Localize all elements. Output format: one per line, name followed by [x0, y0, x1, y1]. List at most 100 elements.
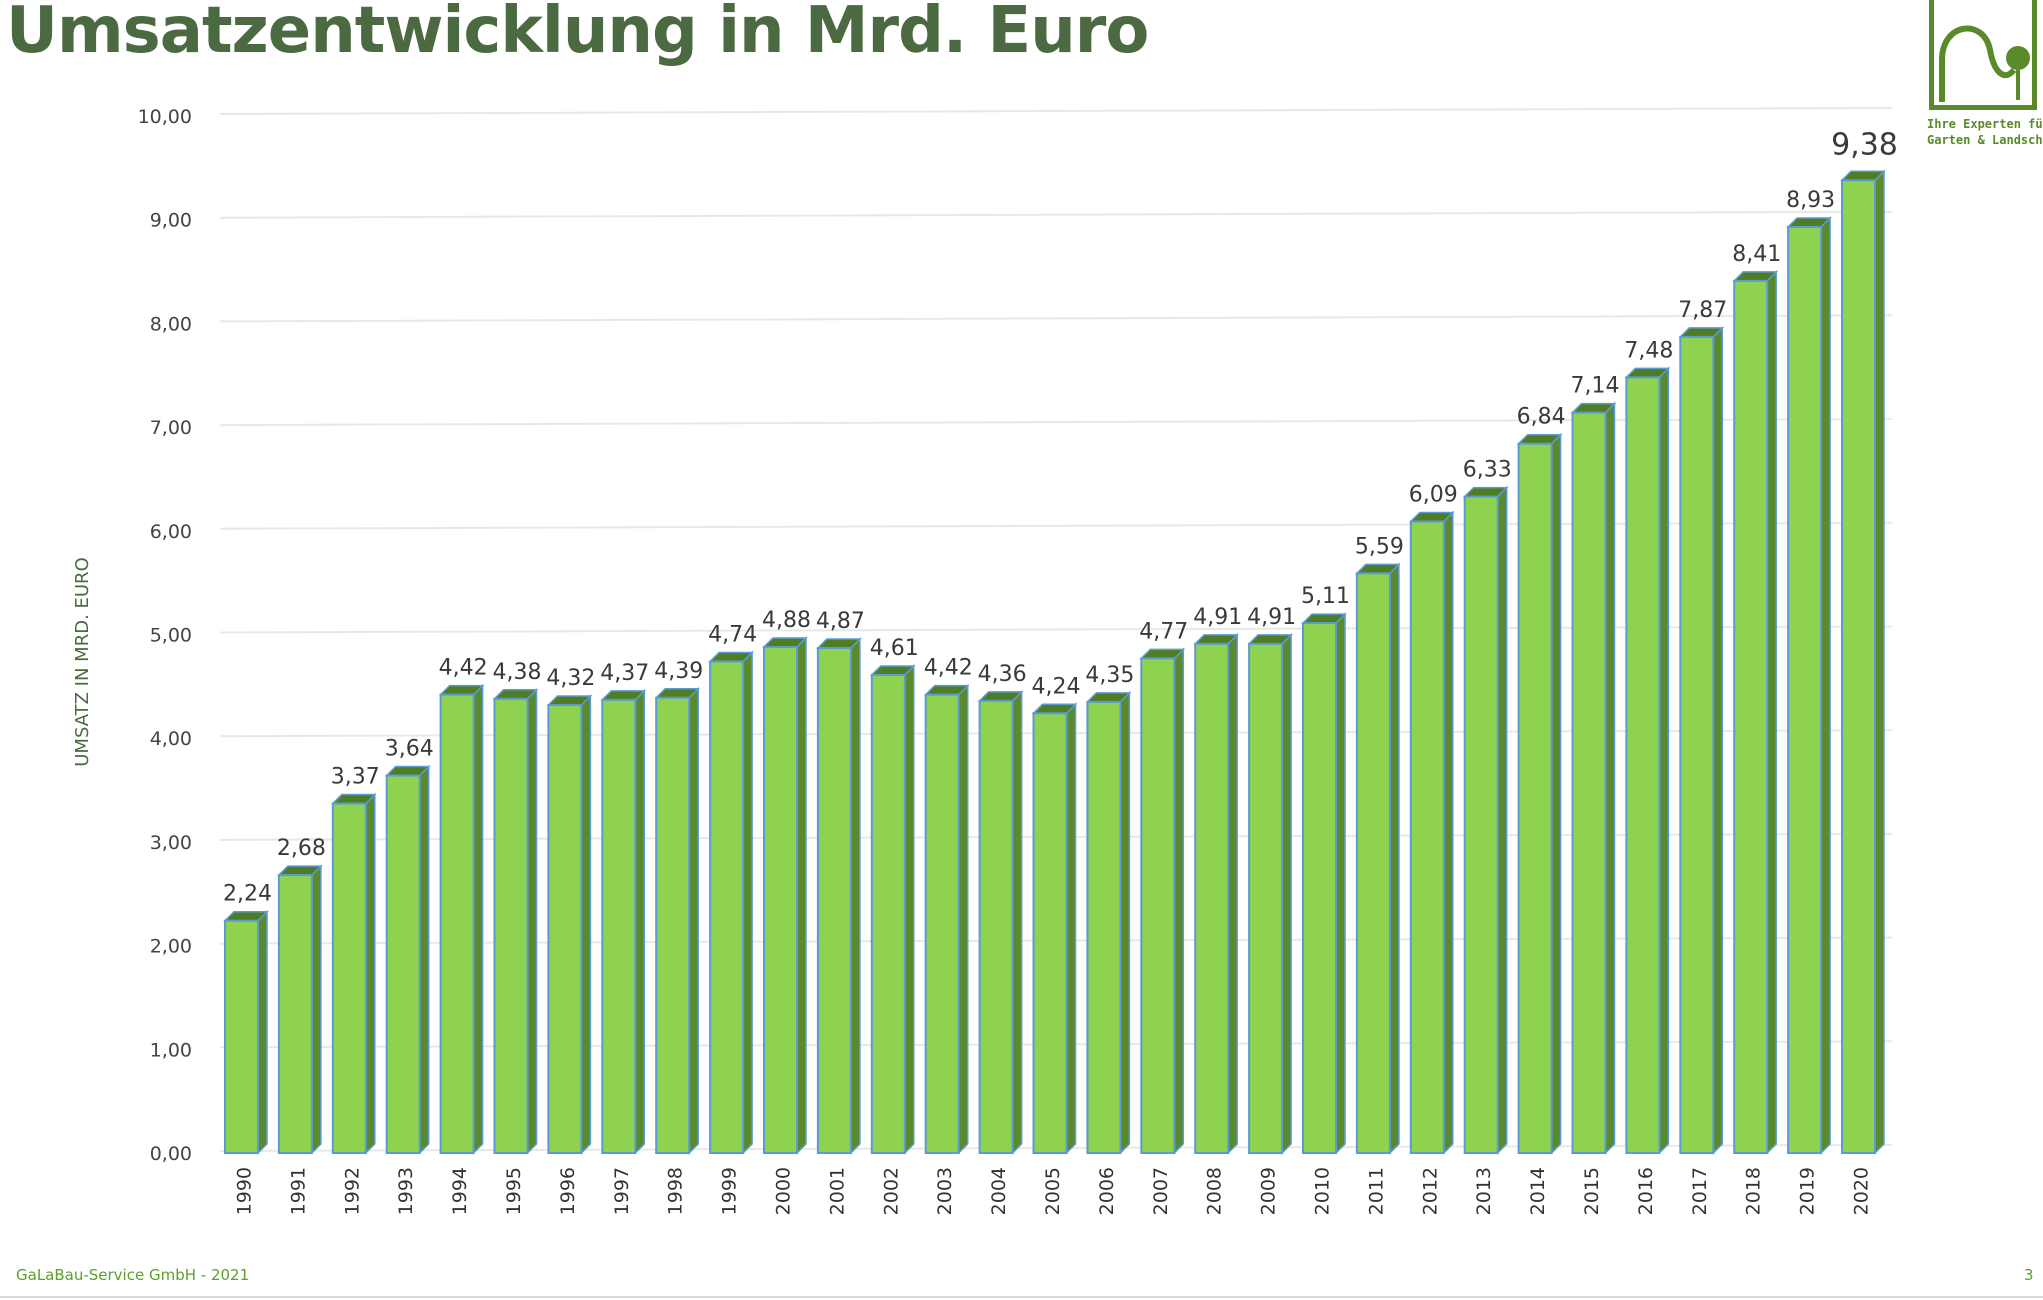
bar-front — [1032, 712, 1068, 1154]
data-label: 4,74 — [708, 622, 757, 647]
x-tick-label: 1996 — [557, 1167, 579, 1215]
x-tick-label: 1993 — [395, 1167, 417, 1215]
bar-side — [634, 689, 646, 1155]
x-tick-label: 1994 — [449, 1167, 471, 1215]
x-tick-label: 1992 — [341, 1167, 363, 1215]
x-tick-label: 2002 — [880, 1167, 902, 1215]
bar-front — [1841, 179, 1876, 1154]
bar-side — [904, 664, 915, 1155]
bar — [223, 909, 269, 1155]
x-tick-label: 2004 — [988, 1167, 1010, 1215]
bar-side — [365, 792, 376, 1155]
x-tick-label: 2018 — [1743, 1167, 1765, 1215]
bar-side — [472, 683, 484, 1155]
x-tick-label: 2017 — [1689, 1167, 1711, 1215]
company-logo: Ihre Experten für Garten & Landschaft — [1925, 0, 2043, 160]
bar — [1031, 702, 1078, 1155]
bar — [1786, 216, 1832, 1155]
bar-side — [1604, 401, 1616, 1155]
data-label: 9,38 — [1831, 127, 1898, 162]
bottom-divider — [0, 1296, 2043, 1298]
bar — [1085, 691, 1132, 1155]
bar — [1408, 510, 1455, 1155]
data-label: 5,11 — [1301, 584, 1350, 609]
logo-tagline-line1: Ihre Experten für — [1927, 117, 2043, 131]
leaf-tree-icon — [1939, 25, 2030, 102]
bar-side — [1227, 633, 1238, 1155]
bar — [1193, 633, 1240, 1155]
bar-front — [978, 699, 1014, 1154]
bar-front — [493, 697, 529, 1154]
bar-side — [957, 683, 969, 1155]
data-label: 4,91 — [1247, 605, 1296, 630]
gridline — [219, 314, 1893, 323]
data-label: 2,24 — [223, 882, 272, 907]
bar-side — [850, 637, 861, 1155]
data-label: 4,61 — [870, 636, 919, 661]
page-title: Umsatzentwicklung in Mrd. Euro — [6, 0, 1149, 68]
bar-front — [1625, 376, 1661, 1155]
gridline — [219, 107, 1893, 115]
data-label: 8,93 — [1786, 188, 1835, 213]
bar-front — [1355, 572, 1391, 1154]
x-tick-label: 2015 — [1581, 1167, 1603, 1215]
bar-side — [1496, 485, 1508, 1155]
bar — [816, 637, 862, 1155]
x-tick-label: 2001 — [826, 1167, 848, 1215]
x-tick-label: 1990 — [234, 1167, 256, 1215]
bar-front — [547, 704, 583, 1154]
x-tick-label: 2005 — [1042, 1167, 1064, 1215]
y-tick-label: 5,00 — [150, 625, 192, 647]
bar-front — [870, 673, 906, 1154]
bar-side — [1550, 432, 1562, 1155]
bar — [923, 683, 970, 1155]
x-tick-label: 2006 — [1096, 1167, 1118, 1215]
bar-side — [1065, 702, 1077, 1155]
logo-tagline-line2: Garten & Landschaft — [1927, 133, 2043, 147]
bar-side — [1389, 562, 1400, 1155]
bar-side — [418, 764, 430, 1155]
x-tick-label: 2010 — [1312, 1167, 1334, 1215]
x-tick-label: 2000 — [773, 1167, 795, 1215]
data-label: 5,59 — [1355, 534, 1404, 559]
x-tick-label: 2019 — [1797, 1167, 1819, 1215]
bar-front — [1140, 657, 1176, 1154]
bar — [977, 690, 1024, 1155]
bar-front — [816, 646, 852, 1155]
bar-front — [224, 919, 259, 1154]
bar — [1301, 612, 1347, 1155]
x-tick-label: 2014 — [1527, 1167, 1549, 1215]
data-label: 4,91 — [1193, 605, 1242, 630]
data-label: 3,37 — [331, 765, 380, 790]
bar-front — [1409, 520, 1445, 1154]
data-label: 4,42 — [924, 656, 973, 681]
bars — [223, 169, 1886, 1155]
data-label: 6,33 — [1463, 458, 1512, 483]
bar-front — [763, 645, 798, 1154]
bar-front — [709, 660, 745, 1154]
bar — [492, 687, 539, 1155]
y-axis-label: UMSATZ IN MRD. EURO — [72, 557, 93, 767]
data-label: 7,87 — [1678, 298, 1727, 323]
x-tick-label: 2007 — [1150, 1167, 1172, 1215]
bar — [762, 636, 808, 1155]
bar-front — [1302, 622, 1337, 1154]
bar-front — [655, 696, 691, 1155]
logo-tagline: Ihre Experten für Garten & Landschaft — [1927, 116, 2043, 148]
bar — [654, 686, 701, 1155]
bar-front — [924, 693, 960, 1154]
x-tick-label: 1997 — [611, 1167, 633, 1215]
logo-frame — [1929, 0, 2037, 110]
bar-side — [1335, 612, 1346, 1155]
data-label: 4,35 — [1085, 663, 1134, 688]
x-tick-label: 2016 — [1635, 1167, 1657, 1215]
data-labels: 2,242,683,373,644,42 4,38 4,32 4,37 4,394,74… — [223, 127, 1898, 906]
x-tick-label: 2020 — [1851, 1167, 1873, 1215]
bar-front — [1517, 442, 1553, 1154]
bar-side — [1281, 633, 1292, 1155]
bar — [1624, 366, 1671, 1155]
bar — [1570, 401, 1617, 1155]
bar-front — [601, 698, 637, 1154]
y-tick-label: 3,00 — [150, 832, 192, 854]
